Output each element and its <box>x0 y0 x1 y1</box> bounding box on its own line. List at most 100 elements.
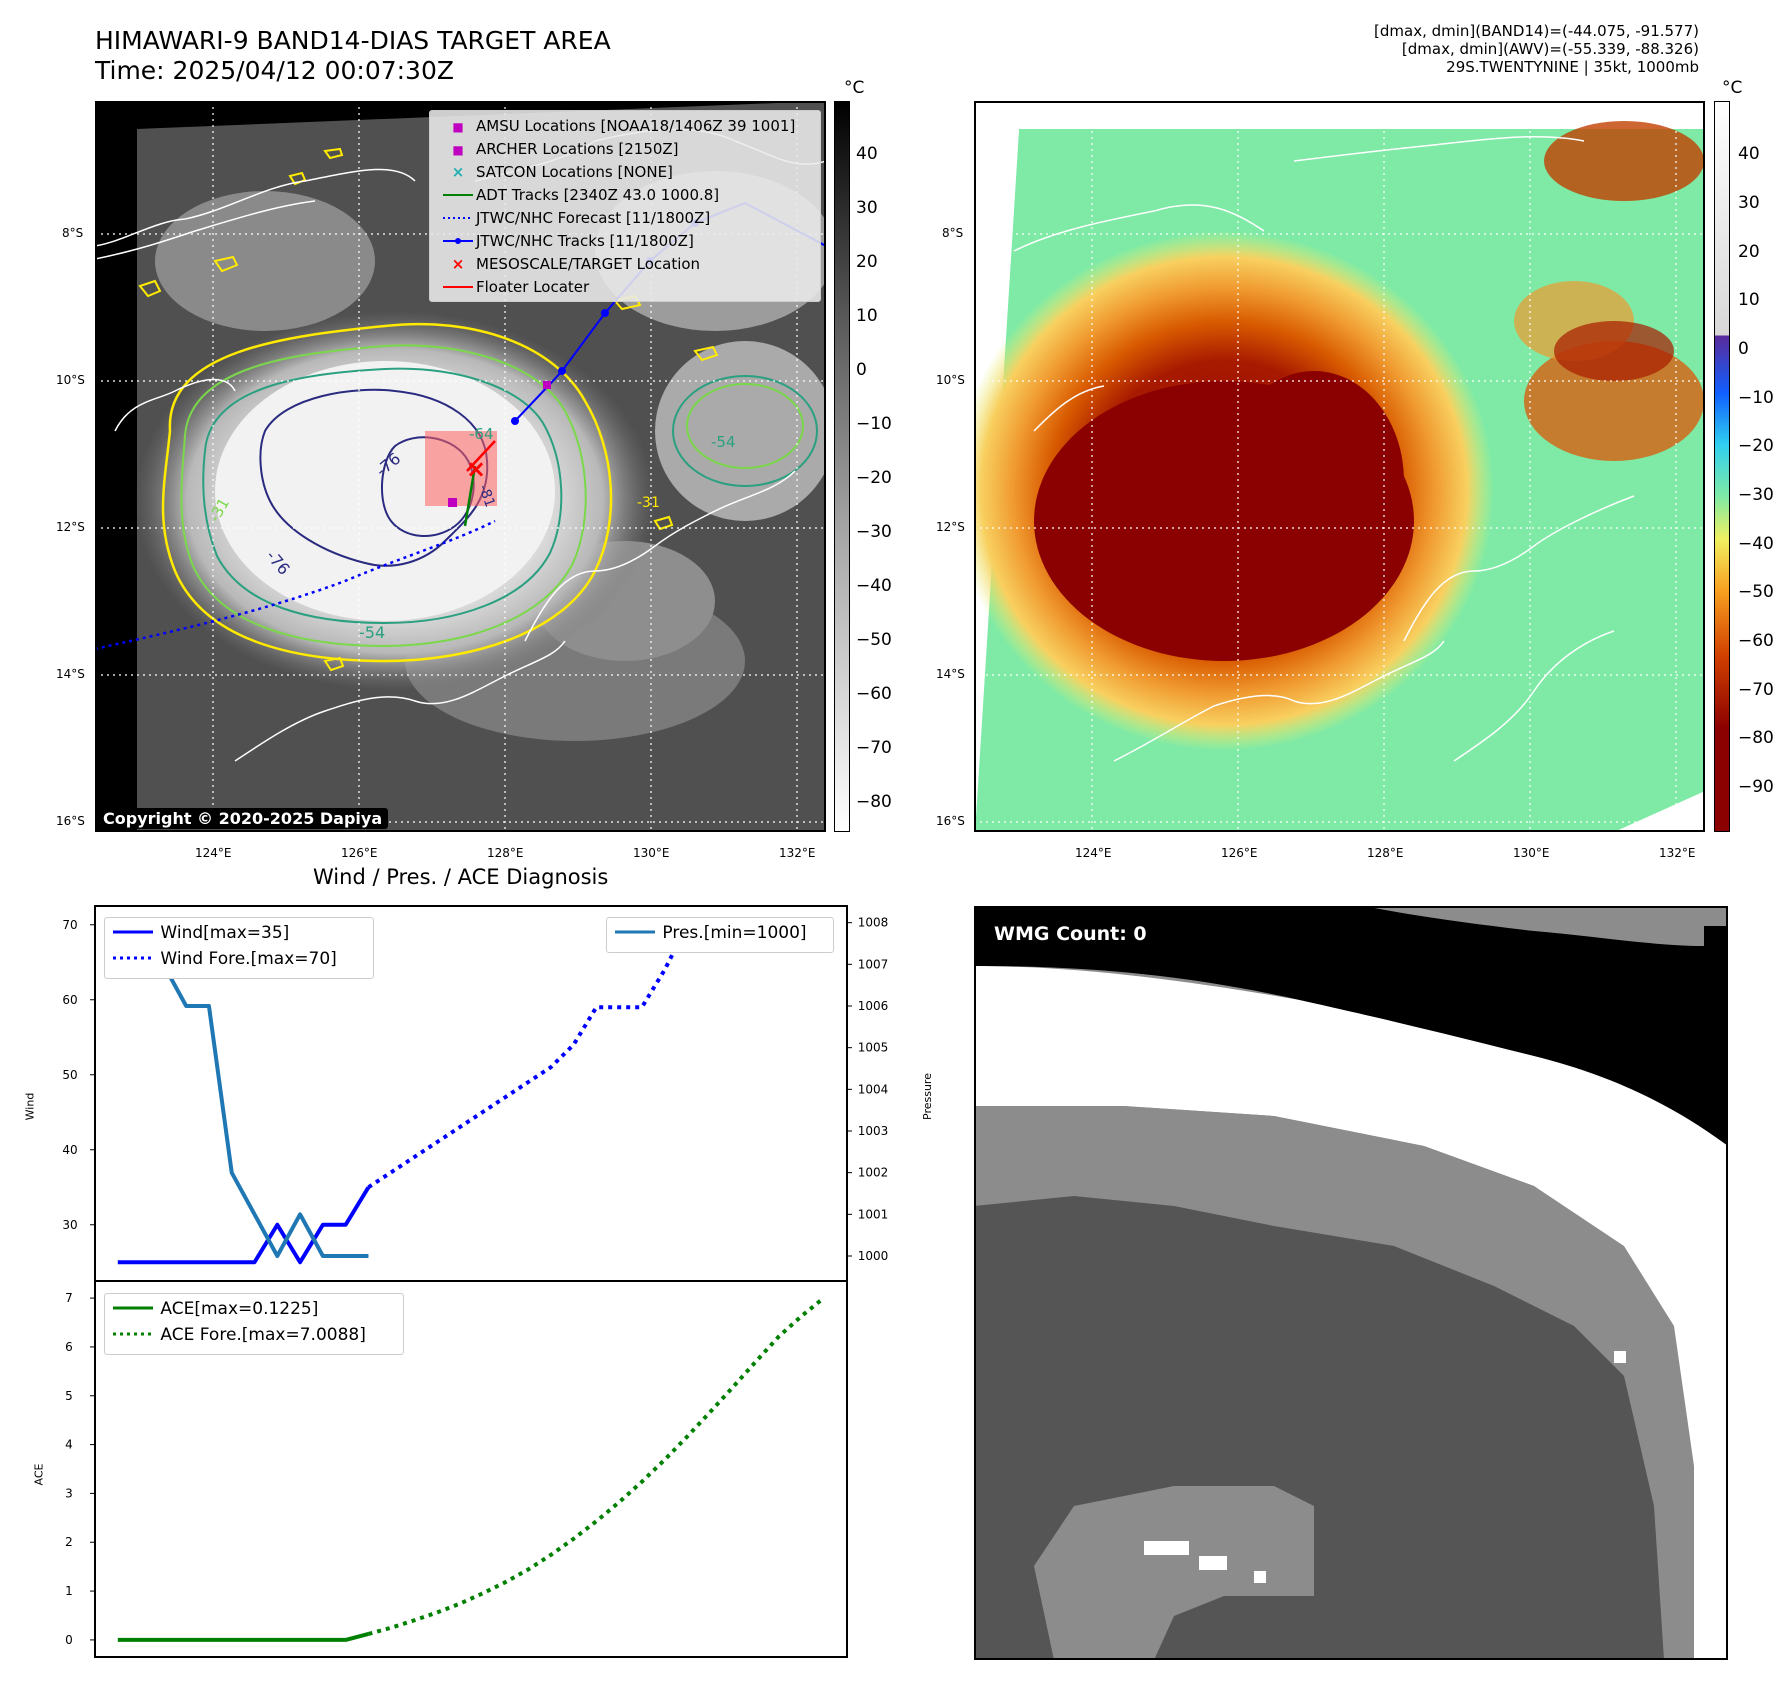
wind-ytick-label: 40 <box>62 1143 77 1157</box>
lon-tick: 132°E <box>779 846 816 860</box>
ace-ytick-label: 6 <box>65 1340 73 1354</box>
lat-tick: 12°S <box>936 520 965 534</box>
colorbar-tick: −60 <box>856 684 892 704</box>
colorbar-tick: −90 <box>1738 777 1774 797</box>
lon-tick: 130°E <box>633 846 670 860</box>
ace-ytick-label: 4 <box>65 1438 73 1452</box>
copyright-badge: Copyright © 2020-2025 Dapiya <box>97 808 389 829</box>
band14-map: × -76 -81 -76 -64 -54 -31 -54 -31 ■ AMSU … <box>95 101 826 832</box>
info-block: [dmax, dmin](BAND14)=(-44.075, -91.577) … <box>1374 22 1699 76</box>
ace-ytick-label: 1 <box>65 1584 73 1598</box>
map-legend: ■ AMSU Locations [NOAA18/1406Z 39 1001] ■… <box>429 110 821 302</box>
pressure-ytick-label: 1003 <box>858 1124 889 1138</box>
ace-ytick-label: 7 <box>65 1291 73 1305</box>
pressure-ytick-label: 1001 <box>858 1207 889 1221</box>
lat-tick: 8°S <box>62 226 84 240</box>
wind-axis-label: Wind <box>23 1092 37 1121</box>
lat-tick: 10°S <box>936 373 965 387</box>
series-line-ace <box>117 1631 369 1642</box>
right-colorbar-unit: °C <box>1722 78 1743 98</box>
colorbar-tick: 20 <box>1738 242 1760 262</box>
lat-tick: 10°S <box>56 373 85 387</box>
pressure-ytick-label: 1007 <box>858 957 889 971</box>
pressure-ytick-label: 1008 <box>858 916 889 930</box>
legend-item-jtwc-forecast: JTWC/NHC Forecast [11/1800Z] <box>443 209 711 227</box>
info-line-storm: 29S.TWENTYNINE | 35kt, 1000mb <box>1446 58 1699 76</box>
legend-item-jtwc-tracks: JTWC/NHC Tracks [11/1800Z] <box>440 232 694 250</box>
contour-label: -54 <box>359 623 386 642</box>
wind-legend: Wind[max=35] Wind Fore.[max=70] <box>104 917 374 979</box>
legend-item-pressure: Pres.[min=1000] <box>615 923 807 943</box>
wind-ytick-label: 50 <box>62 1068 77 1082</box>
ace-axis-label: ACE <box>32 1463 46 1486</box>
legend-item-target: × MESOSCALE/TARGET Location <box>451 255 701 273</box>
pressure-ytick-label: 1000 <box>858 1249 889 1263</box>
pressure-ytick-label: 1004 <box>858 1082 889 1096</box>
lat-tick: 14°S <box>56 667 85 681</box>
series-line-wind-forecast <box>367 922 826 1189</box>
wind-ytick-label: 60 <box>62 993 77 1007</box>
series-line-wind <box>117 1186 371 1265</box>
info-line-awv: [dmax, dmin](AWV)=(-55.339, -88.326) <box>1401 40 1699 58</box>
ace-panel: 0 1 2 3 4 5 6 7 <box>65 1280 848 1658</box>
wmg-count-label: WMG Count: 0 <box>994 923 1147 945</box>
pressure-ytick-label: 1005 <box>858 1041 889 1055</box>
colorbar-tick: 40 <box>856 144 878 164</box>
colorbar-tick: −80 <box>856 792 892 812</box>
colorbar-tick: −30 <box>856 522 892 542</box>
lon-tick: 124°E <box>1075 846 1112 860</box>
legend-item-floater: Floater Locater <box>443 278 590 296</box>
awv-map-image <box>976 103 1703 830</box>
series-line-ace-forecast <box>367 1296 826 1636</box>
pressure-axis-label: Pressure <box>920 1073 934 1120</box>
info-line-band14: [dmax, dmin](BAND14)=(-44.075, -91.577) <box>1374 22 1699 40</box>
colorbar-tick: −30 <box>1738 485 1774 505</box>
wind-ytick-label: 70 <box>62 918 77 932</box>
contour-label: -54 <box>711 433 736 451</box>
lat-tick: 14°S <box>936 667 965 681</box>
pressure-legend: Pres.[min=1000] <box>606 917 834 953</box>
left-colorbar <box>834 101 850 832</box>
colorbar-tick: 30 <box>1738 193 1760 213</box>
contour-label: -64 <box>469 425 494 443</box>
lon-tick: 130°E <box>1513 846 1550 860</box>
svg-text:×: × <box>466 455 486 483</box>
wmg-panel: WMG Count: 0 <box>974 906 1728 1660</box>
legend-item-ace-fore: ACE Fore.[max=7.0088] <box>113 1325 366 1345</box>
ace-ytick-label: 3 <box>65 1486 73 1500</box>
colorbar-tick: 0 <box>856 360 867 380</box>
wmg-image <box>976 908 1726 1658</box>
lat-tick: 8°S <box>942 226 964 240</box>
legend-item-wind-fore: Wind Fore.[max=70] <box>113 949 337 969</box>
lon-tick: 128°E <box>1367 846 1404 860</box>
colorbar-tick: −20 <box>1738 436 1774 456</box>
lon-tick: 126°E <box>341 846 378 860</box>
wind-ytick-label: 30 <box>62 1218 77 1232</box>
colorbar-tick: −50 <box>1738 582 1774 602</box>
colorbar-tick: 40 <box>1738 144 1760 164</box>
legend-item-adt: ADT Tracks [2340Z 43.0 1000.8] <box>443 186 720 204</box>
colorbar-tick: −40 <box>1738 534 1774 554</box>
ace-ytick-label: 0 <box>65 1633 73 1647</box>
colorbar-tick: 10 <box>856 306 878 326</box>
colorbar-tick: 0 <box>1738 339 1749 359</box>
right-colorbar <box>1714 101 1730 832</box>
colorbar-tick: −20 <box>856 468 892 488</box>
ace-legend: ACE[max=0.1225] ACE Fore.[max=7.0088] <box>104 1293 404 1355</box>
lat-tick: 12°S <box>56 520 85 534</box>
colorbar-tick: −70 <box>1738 680 1774 700</box>
colorbar-tick: −50 <box>856 630 892 650</box>
lat-tick: 16°S <box>936 814 965 828</box>
colorbar-tick: −40 <box>856 576 892 596</box>
colorbar-tick: −60 <box>1738 631 1774 651</box>
awv-map <box>974 101 1705 832</box>
colorbar-tick: 20 <box>856 252 878 272</box>
main-title-line2: Time: 2025/04/12 00:07:30Z <box>95 56 454 85</box>
left-colorbar-unit: °C <box>844 78 865 98</box>
diagnosis-chart: 3040506070100010011002100310041005100610… <box>62 905 889 1658</box>
main-title-line1: HIMAWARI-9 BAND14-DIAS TARGET AREA <box>95 26 611 55</box>
colorbar-tick: −80 <box>1738 728 1774 748</box>
lon-tick: 126°E <box>1221 846 1258 860</box>
wind-pressure-panel: 30 40 50 60 70 1000 1001 1002 1003 1004 1005 1006 10… <box>62 905 889 1282</box>
lon-tick: 124°E <box>195 846 232 860</box>
